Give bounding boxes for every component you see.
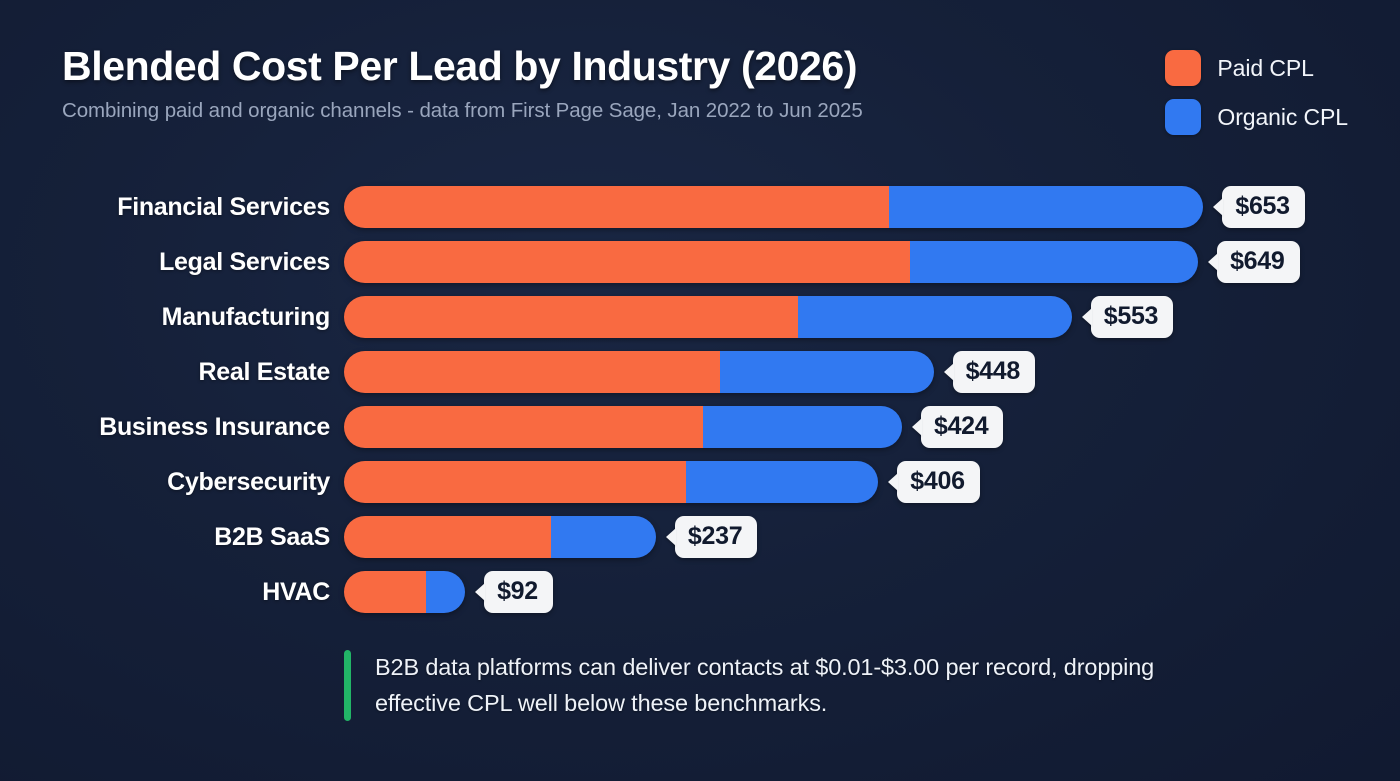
category-label: Financial Services: [117, 192, 330, 221]
category-label: HVAC: [262, 577, 330, 606]
bar-row: Manufacturing $553: [0, 296, 1400, 338]
bar-row: B2B SaaS $237: [0, 516, 1400, 558]
bar-row: Real Estate $448: [0, 351, 1400, 393]
bar-track: $653: [344, 186, 1305, 228]
chart-header: Blended Cost Per Lead by Industry (2026)…: [62, 42, 1072, 123]
bar-track: $237: [344, 516, 758, 558]
value-badge: $237: [665, 516, 758, 558]
legend-item-organic[interactable]: Organic CPL: [1165, 99, 1348, 135]
value-badge-label: $653: [1222, 186, 1305, 228]
footnote-text: B2B data platforms can deliver contacts …: [375, 654, 1155, 716]
bar-row: HVAC $92: [0, 571, 1400, 613]
value-badge-label: $424: [920, 406, 1004, 448]
footnote-accent-bar: [344, 650, 351, 722]
bar-row: Financial Services $653: [0, 186, 1400, 228]
legend-item-paid[interactable]: Paid CPL: [1165, 50, 1348, 86]
bar-segment-organic[interactable]: [425, 571, 466, 613]
stacked-bar[interactable]: [344, 516, 656, 558]
stacked-bar[interactable]: [344, 351, 934, 393]
bar-track: $424: [344, 406, 1004, 448]
bar-track: $649: [344, 241, 1300, 283]
stacked-bar[interactable]: [344, 296, 1072, 338]
legend-label-paid: Paid CPL: [1217, 54, 1314, 81]
chart-subtitle: Combining paid and organic channels - da…: [62, 99, 863, 123]
bar-track: $448: [344, 351, 1035, 393]
bar-track: $553: [344, 296, 1174, 338]
stacked-bar[interactable]: [344, 406, 902, 448]
value-badge-label: $406: [897, 461, 980, 503]
bar-row: Cybersecurity $406: [0, 461, 1400, 503]
bar-segment-organic[interactable]: [703, 406, 902, 448]
chart-legend: Paid CPL Organic CPL: [1165, 50, 1348, 135]
bar-track: $92: [344, 571, 553, 613]
value-badge: $649: [1208, 241, 1300, 283]
badge-pointer-icon: [475, 583, 486, 601]
bar-segment-paid[interactable]: [344, 406, 704, 448]
badge-pointer-icon: [665, 528, 676, 546]
category-label: Legal Services: [159, 247, 330, 276]
bar-segment-paid[interactable]: [344, 516, 551, 558]
stacked-bar[interactable]: [344, 571, 466, 613]
stacked-bar[interactable]: [344, 461, 879, 503]
bar-segment-paid[interactable]: [344, 296, 799, 338]
badge-pointer-icon: [888, 473, 899, 491]
legend-swatch-organic-icon: [1165, 99, 1202, 135]
bar-track: $406: [344, 461, 980, 503]
value-badge-label: $237: [674, 516, 758, 558]
bar-segment-paid[interactable]: [344, 241, 910, 283]
bar-segment-organic[interactable]: [720, 351, 934, 393]
bar-segment-paid[interactable]: [344, 186, 889, 228]
chart-plot-area: Financial Services $653 Legal Services $649…: [0, 186, 1400, 626]
footnote: B2B data platforms can deliver contacts …: [344, 650, 1244, 722]
bar-segment-organic[interactable]: [798, 296, 1072, 338]
category-label: B2B SaaS: [214, 522, 330, 551]
value-badge: $448: [943, 351, 1035, 393]
bar-row: Business Insurance $424: [0, 406, 1400, 448]
stacked-bar[interactable]: [344, 241, 1199, 283]
bar-segment-organic[interactable]: [888, 186, 1204, 228]
value-badge-label: $553: [1090, 296, 1174, 338]
value-badge-label: $92: [484, 571, 553, 613]
category-label: Manufacturing: [161, 302, 331, 331]
bar-segment-paid[interactable]: [344, 461, 687, 503]
stacked-bar[interactable]: [344, 186, 1204, 228]
bar-segment-paid[interactable]: [344, 571, 426, 613]
value-badge-label: $649: [1217, 241, 1300, 283]
value-badge-label: $448: [952, 351, 1035, 393]
bar-segment-organic[interactable]: [550, 516, 656, 558]
value-badge: $553: [1081, 296, 1174, 338]
bar-segment-paid[interactable]: [344, 351, 721, 393]
category-label: Cybersecurity: [167, 467, 330, 496]
badge-pointer-icon: [1213, 198, 1224, 216]
value-badge: $92: [475, 571, 553, 613]
bar-segment-organic[interactable]: [909, 241, 1199, 283]
legend-label-organic: Organic CPL: [1217, 103, 1348, 130]
category-label: Real Estate: [198, 357, 331, 386]
value-badge: $406: [888, 461, 980, 503]
badge-pointer-icon: [911, 418, 922, 436]
bar-segment-organic[interactable]: [686, 461, 879, 503]
value-badge: $653: [1213, 186, 1305, 228]
bar-row: Legal Services $649: [0, 241, 1400, 283]
badge-pointer-icon: [1208, 253, 1219, 271]
category-label: Business Insurance: [99, 412, 330, 441]
value-badge: $424: [911, 406, 1004, 448]
chart-title: Blended Cost Per Lead by Industry (2026): [62, 43, 858, 89]
badge-pointer-icon: [1081, 308, 1092, 326]
badge-pointer-icon: [943, 363, 954, 381]
legend-swatch-paid-icon: [1165, 50, 1202, 86]
